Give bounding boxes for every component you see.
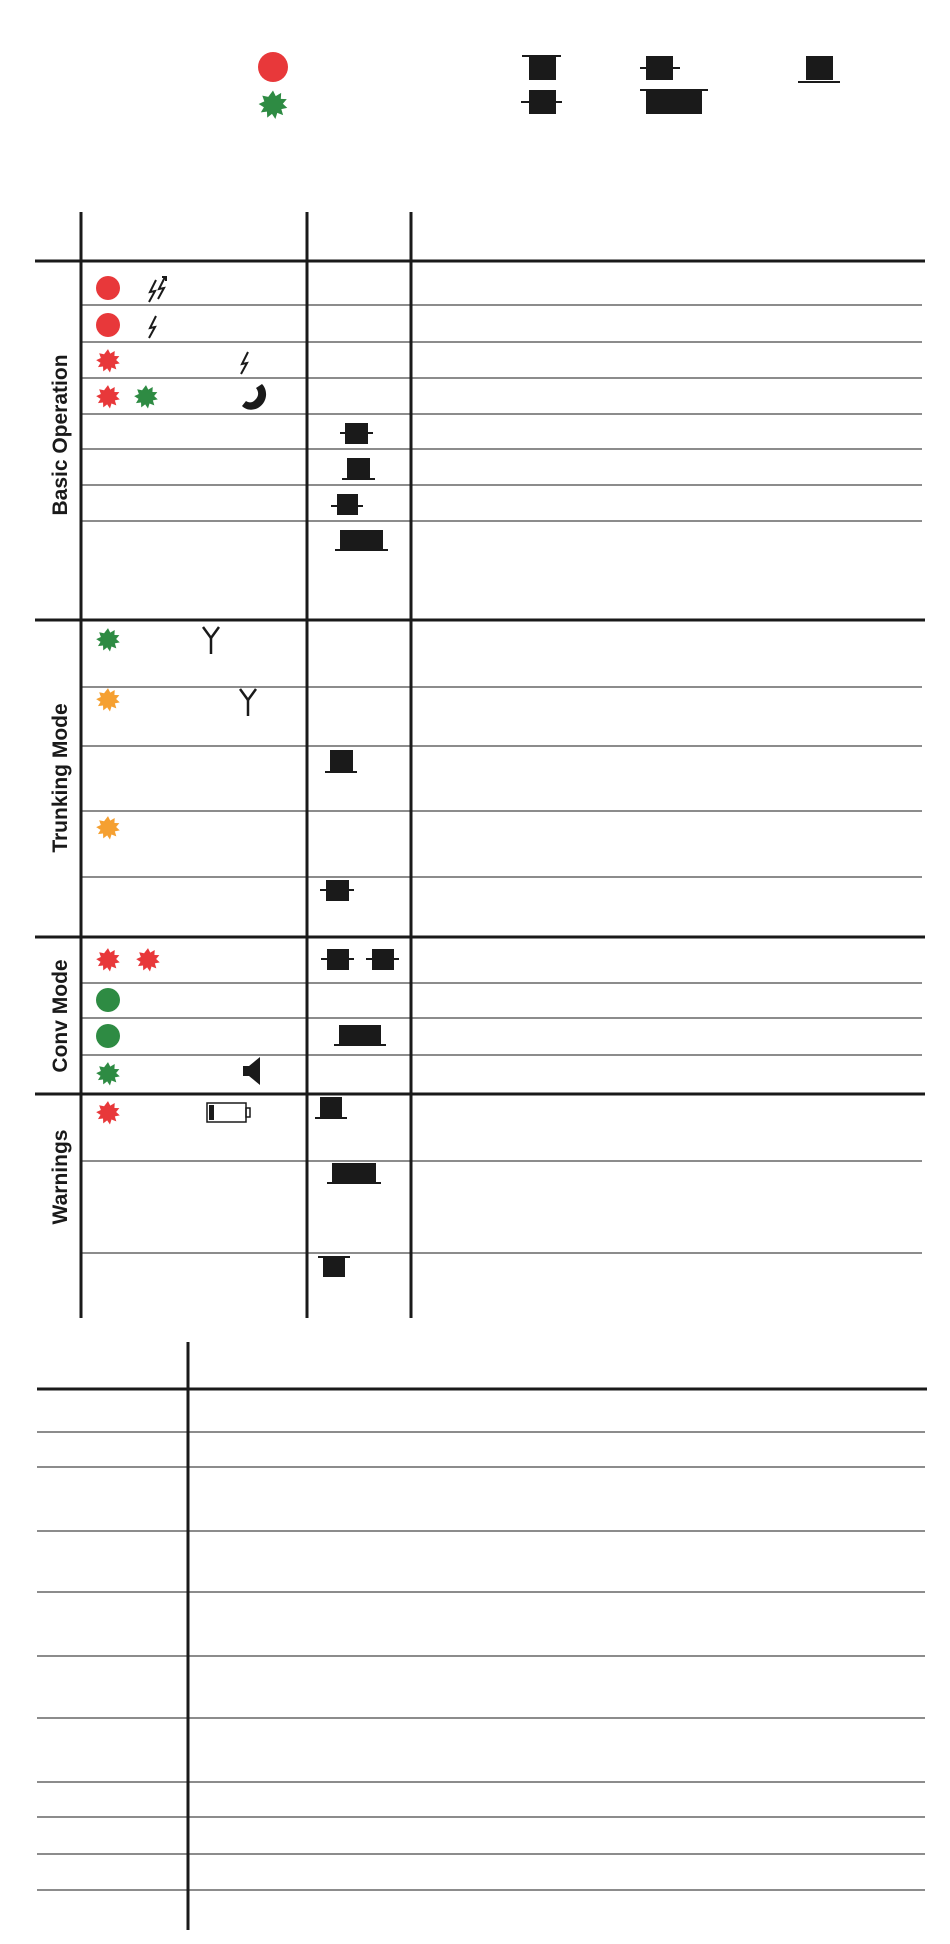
conv-mode-icons <box>96 948 399 1086</box>
section-label-warnings: Warnings <box>49 1130 72 1225</box>
trunking-mode-icons <box>96 626 357 901</box>
led-blinking-red-icon <box>136 948 160 972</box>
basic-row-lines <box>81 304 922 522</box>
warnings-icons <box>96 1097 381 1277</box>
led-steady-green-icon <box>96 1024 120 1048</box>
handset-icon <box>242 384 267 410</box>
lightning-icon <box>148 315 157 339</box>
trunking-row-lines <box>81 686 922 878</box>
conv-row-lines <box>81 982 922 1056</box>
section-label-conv-mode: Conv Mode <box>49 959 72 1072</box>
tone-symbol-icon <box>331 494 363 515</box>
tone-symbol-icon <box>340 423 373 444</box>
led-blinking-green-icon <box>258 90 288 119</box>
low-battery-icon <box>206 1102 251 1123</box>
lightning-icon <box>240 351 249 375</box>
tone-symbol-icon <box>366 949 399 970</box>
section-label-basic-operation: Basic Operation <box>49 354 72 515</box>
secondary-table <box>37 1342 927 1930</box>
led-steady-red-icon <box>258 52 288 82</box>
led-blinking-red-icon <box>96 349 120 373</box>
led-blinking-green-icon <box>134 385 158 409</box>
warnings-row-lines <box>81 1160 922 1254</box>
tone-symbol-icon <box>320 880 354 901</box>
tone-symbol-icon <box>342 458 375 480</box>
tone-symbol-icon <box>325 750 357 773</box>
tone-symbol-icon <box>640 89 708 114</box>
led-steady-red-icon <box>96 276 120 300</box>
tone-symbol-icon <box>640 56 680 80</box>
led-steady-green-icon <box>96 988 120 1012</box>
section-label-trunking-mode: Trunking Mode <box>49 703 72 852</box>
speaker-icon <box>243 1057 260 1085</box>
basic-operation-icons <box>96 276 388 551</box>
tone-long-symbol-icon <box>327 1163 381 1184</box>
led-blinking-green-icon <box>96 628 120 652</box>
led-blinking-red-icon <box>96 948 120 972</box>
tone-symbol-icon <box>315 1097 347 1119</box>
tone-symbol-icon <box>521 90 562 114</box>
led-blinking-amber-icon <box>96 816 120 840</box>
led-steady-red-icon <box>96 313 120 337</box>
double-lightning-icon <box>148 276 167 303</box>
tone-long-symbol-icon <box>334 1025 386 1046</box>
legend <box>258 52 840 119</box>
tone-symbol-icon <box>522 55 561 80</box>
main-table <box>35 212 925 1318</box>
antenna-icon <box>201 626 221 654</box>
led-blinking-green-icon <box>96 1062 120 1086</box>
led-blinking-red-icon <box>96 385 120 409</box>
secondary-row-lines <box>37 1431 925 1891</box>
antenna-icon <box>238 688 258 716</box>
led-blinking-red-icon <box>96 1101 120 1125</box>
led-blinking-amber-icon <box>96 688 120 712</box>
tone-symbol-icon <box>798 56 840 83</box>
tone-long-symbol-icon <box>335 530 388 551</box>
tone-symbol-icon <box>321 949 354 970</box>
section-labels: Basic Operation Trunking Mode Conv Mode … <box>49 354 72 1224</box>
tone-symbol-icon <box>318 1256 350 1277</box>
